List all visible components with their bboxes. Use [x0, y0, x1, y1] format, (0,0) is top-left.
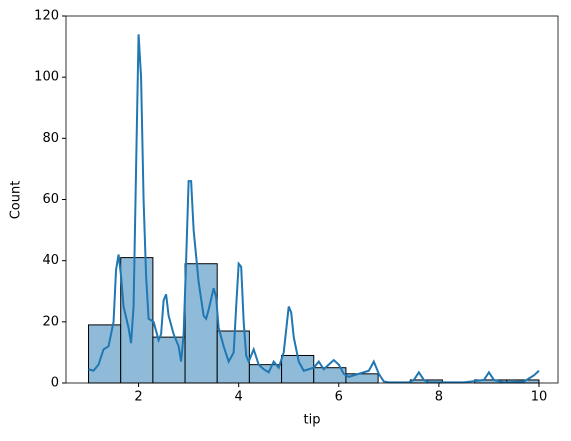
x-tick-label: 6 [335, 390, 343, 405]
y-tick-label: 80 [42, 131, 59, 146]
x-axis-label: tip [304, 413, 321, 428]
x-tick-label: 2 [134, 390, 142, 405]
x-tick-label: 4 [235, 390, 243, 405]
y-tick-label: 100 [34, 70, 59, 85]
y-axis-label: Count [9, 181, 24, 220]
x-tick-label: 8 [435, 390, 443, 405]
x-tick-label: 10 [531, 390, 548, 405]
bar [345, 373, 379, 384]
kde-line [88, 34, 540, 384]
y-tick-label: 60 [42, 192, 59, 207]
y-tick-label: 20 [42, 314, 59, 329]
bar [88, 324, 122, 384]
bar [120, 257, 154, 384]
y-tick-label: 0 [51, 376, 59, 391]
bar [152, 336, 186, 384]
y-tick-label: 120 [34, 9, 59, 24]
y-tick-label: 40 [42, 253, 59, 268]
bar [248, 364, 283, 384]
bar [184, 263, 218, 384]
